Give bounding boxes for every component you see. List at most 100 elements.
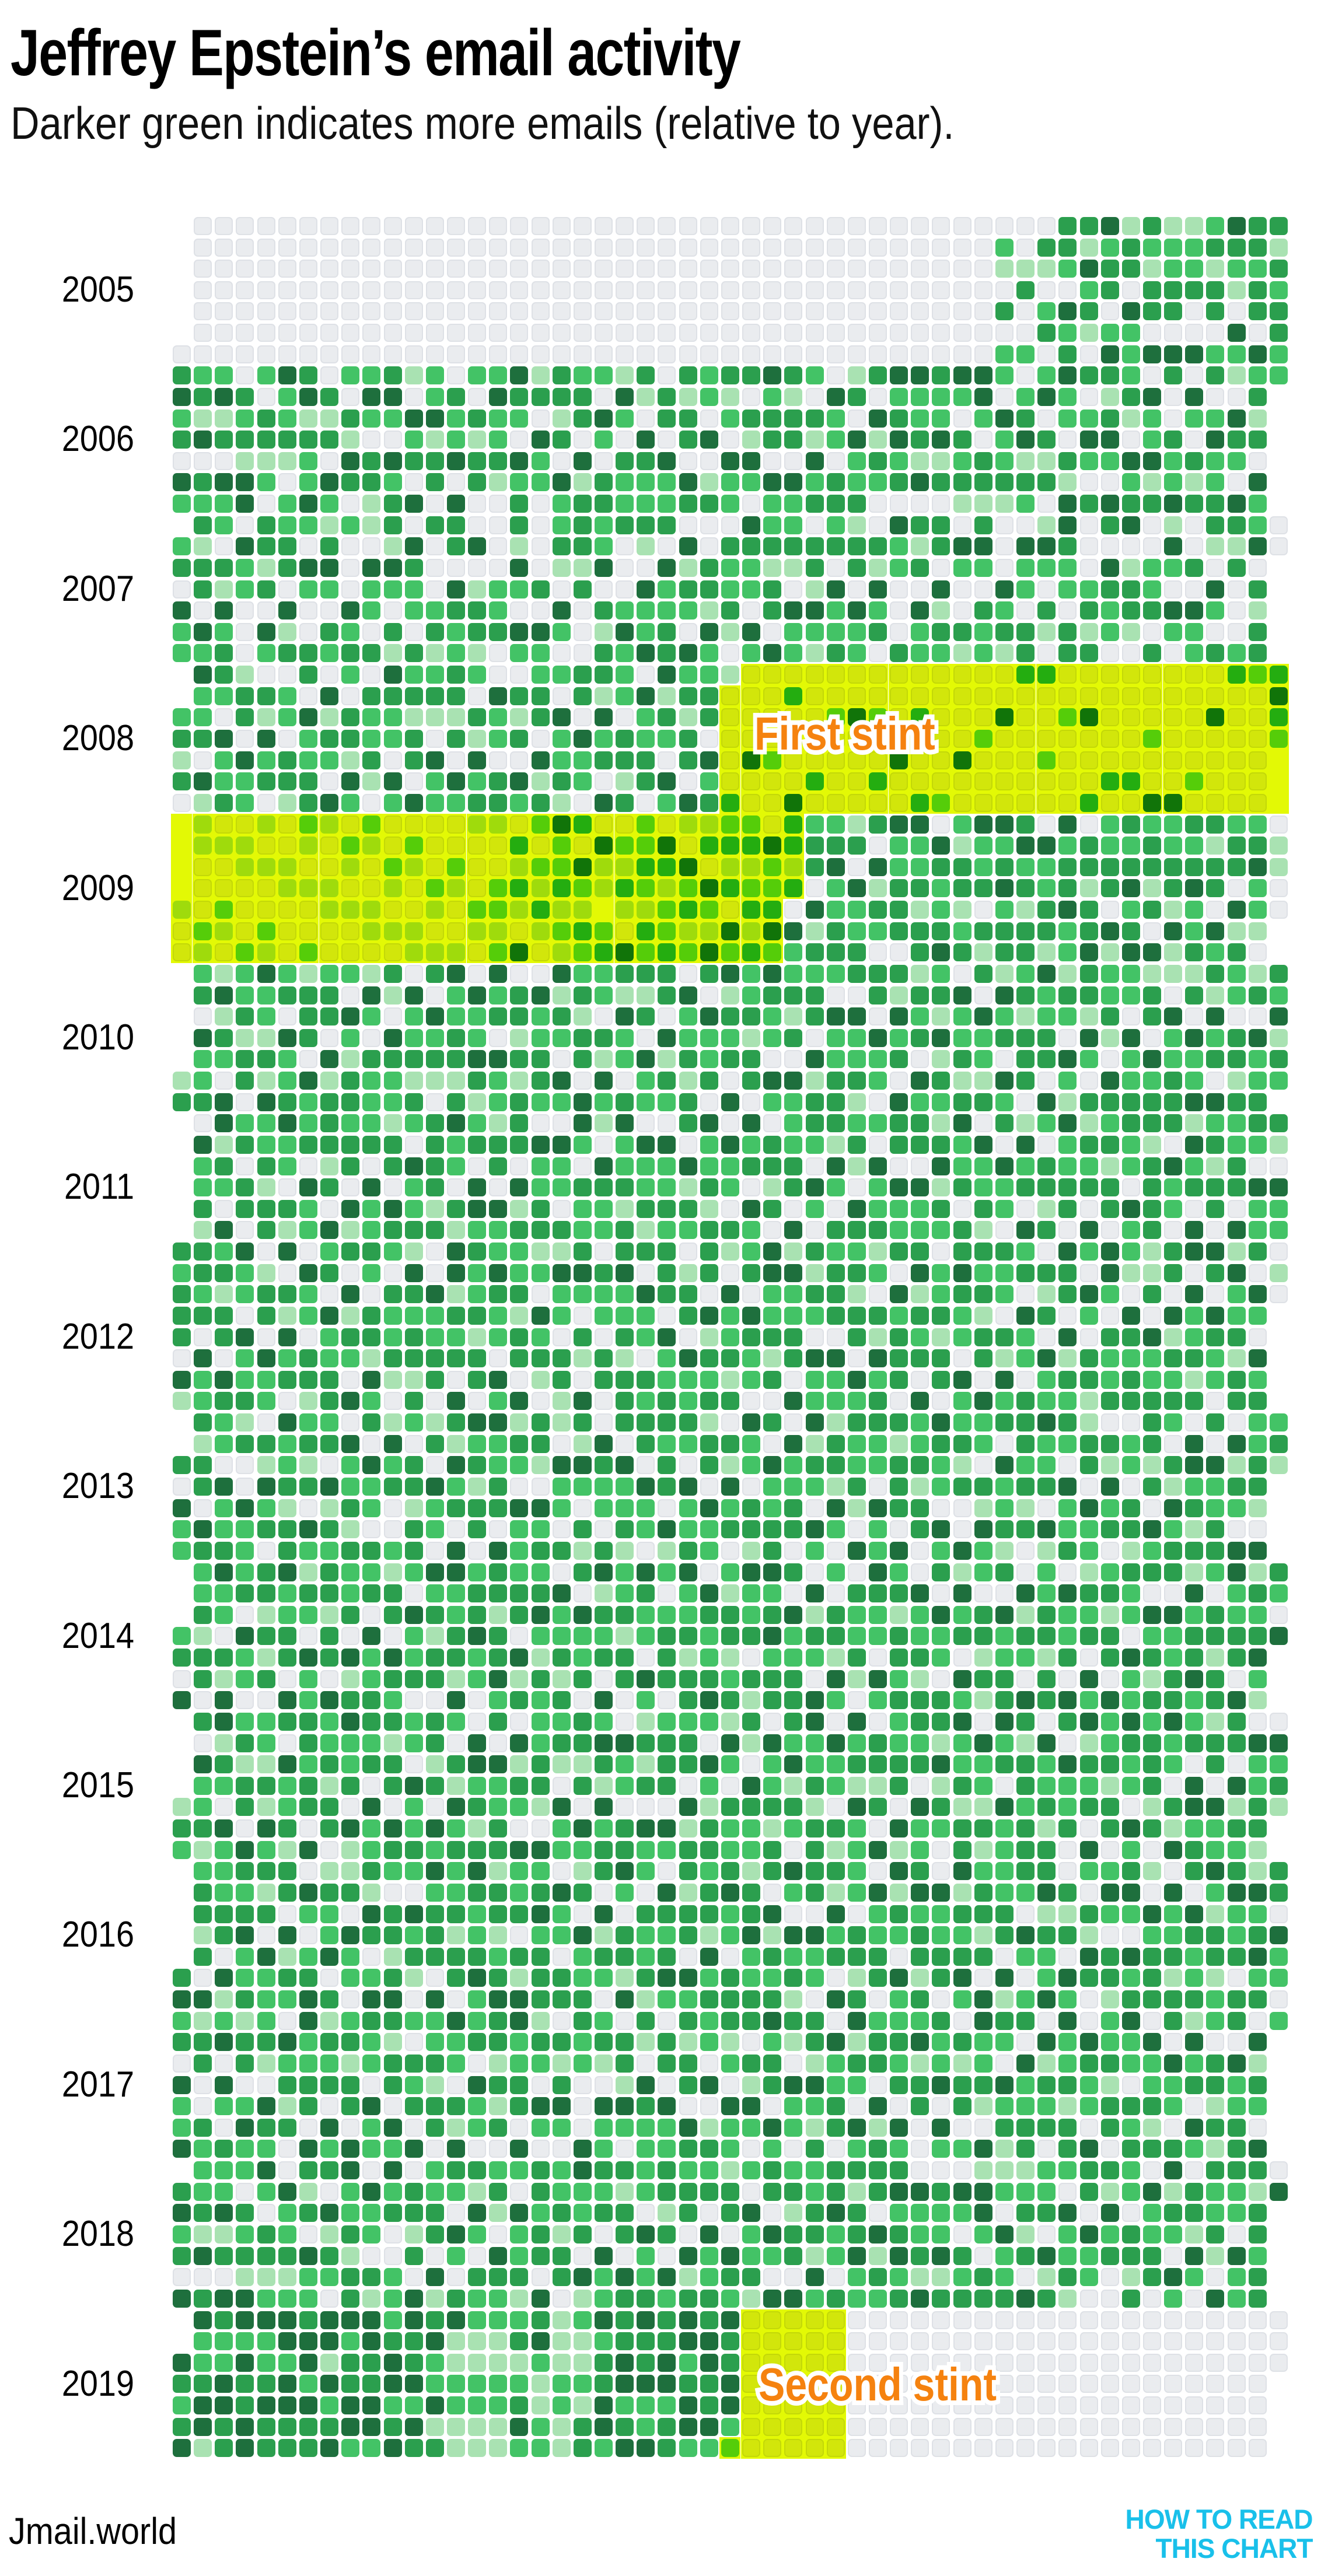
day-cell [299, 1285, 317, 1304]
day-cell [215, 2011, 233, 2030]
day-cell [531, 388, 550, 406]
day-cell [257, 1520, 275, 1539]
day-cell [826, 238, 845, 257]
day-cell [805, 217, 824, 235]
day-cell [447, 1242, 465, 1261]
day-cell [890, 388, 908, 406]
day-cell [215, 2097, 233, 2116]
day-cell [1016, 1392, 1035, 1410]
day-cell [1248, 1072, 1267, 1090]
day-cell [742, 1520, 760, 1539]
day-cell [299, 879, 317, 898]
day-cell [700, 537, 718, 556]
day-cell [763, 1242, 782, 1261]
day-cell [1185, 1691, 1204, 1710]
day-cell [1206, 1926, 1225, 1945]
day-cell [1206, 1670, 1225, 1688]
day-cell [932, 1242, 950, 1261]
day-cell [320, 345, 338, 363]
day-cell [510, 1072, 529, 1090]
day-cell [425, 473, 444, 492]
day-cell [826, 1819, 845, 1838]
day-cell [1058, 751, 1077, 769]
day-cell [320, 1563, 338, 1581]
day-cell [932, 1990, 950, 2008]
day-cell [236, 943, 254, 962]
day-cell [468, 1285, 487, 1304]
day-cell [616, 1884, 634, 1902]
day-cell [194, 1093, 212, 1111]
day-cell [341, 772, 360, 791]
day-cell [1248, 1840, 1267, 1859]
day-cell [826, 1456, 845, 1475]
day-cell [1206, 409, 1225, 428]
day-cell [552, 666, 571, 684]
day-cell [953, 751, 971, 769]
day-cell [932, 1605, 950, 1624]
day-cell [911, 1413, 929, 1432]
day-cell [1248, 1093, 1267, 1111]
day-cell [320, 1755, 338, 1774]
day-cell [404, 2118, 423, 2137]
day-cell [595, 1840, 613, 1859]
day-cell [425, 1178, 444, 1197]
day-cell [974, 1050, 992, 1069]
day-cell [932, 1541, 950, 1560]
day-cell [1164, 1713, 1182, 1731]
day-cell [637, 1713, 655, 1731]
day-cell [679, 1926, 697, 1945]
day-cell [1079, 238, 1098, 257]
day-cell [742, 836, 760, 855]
day-cell [869, 324, 887, 342]
day-cell [173, 1670, 191, 1688]
day-cell [468, 1199, 487, 1218]
day-cell [320, 1072, 338, 1090]
day-cell [573, 2097, 592, 2116]
day-cell [826, 516, 845, 534]
day-cell [531, 666, 550, 684]
day-cell [658, 238, 676, 257]
day-cell [974, 537, 992, 556]
day-cell [721, 1072, 739, 1090]
day-cell [1164, 1840, 1182, 1859]
day-cell [1227, 1862, 1246, 1881]
day-cell [257, 1478, 275, 1496]
day-cell [1269, 1242, 1288, 1261]
day-cell [658, 2011, 676, 2030]
day-cell [784, 473, 803, 492]
day-cell [784, 1093, 803, 1111]
day-cell [637, 943, 655, 962]
day-cell [1142, 730, 1161, 748]
day-cell [278, 1755, 296, 1774]
day-cell [700, 1264, 718, 1282]
day-cell [362, 1947, 381, 1966]
day-cell [805, 537, 824, 556]
day-cell [826, 1520, 845, 1539]
day-cell [278, 1136, 296, 1154]
day-cell [552, 986, 571, 1005]
day-cell [1016, 559, 1035, 577]
day-cell [826, 1862, 845, 1881]
day-cell [510, 1499, 529, 1517]
day-cell [383, 409, 402, 428]
day-cell [320, 1969, 338, 1987]
day-cell [468, 1499, 487, 1517]
day-cell [616, 1541, 634, 1560]
day-cell [805, 1285, 824, 1304]
day-cell [742, 1840, 760, 1859]
day-cell [637, 1136, 655, 1154]
day-cell [341, 986, 360, 1005]
day-cell [721, 1328, 739, 1346]
day-cell [573, 302, 592, 321]
day-cell [1227, 943, 1246, 962]
day-cell [595, 473, 613, 492]
day-cell [1248, 1157, 1267, 1175]
day-cell [742, 1456, 760, 1475]
day-cell [763, 836, 782, 855]
day-cell [1058, 1798, 1077, 1817]
day-cell [1037, 1456, 1056, 1475]
day-cell [278, 1349, 296, 1368]
day-cell [447, 1028, 465, 1047]
day-cell [257, 943, 275, 962]
day-cell [826, 1541, 845, 1560]
